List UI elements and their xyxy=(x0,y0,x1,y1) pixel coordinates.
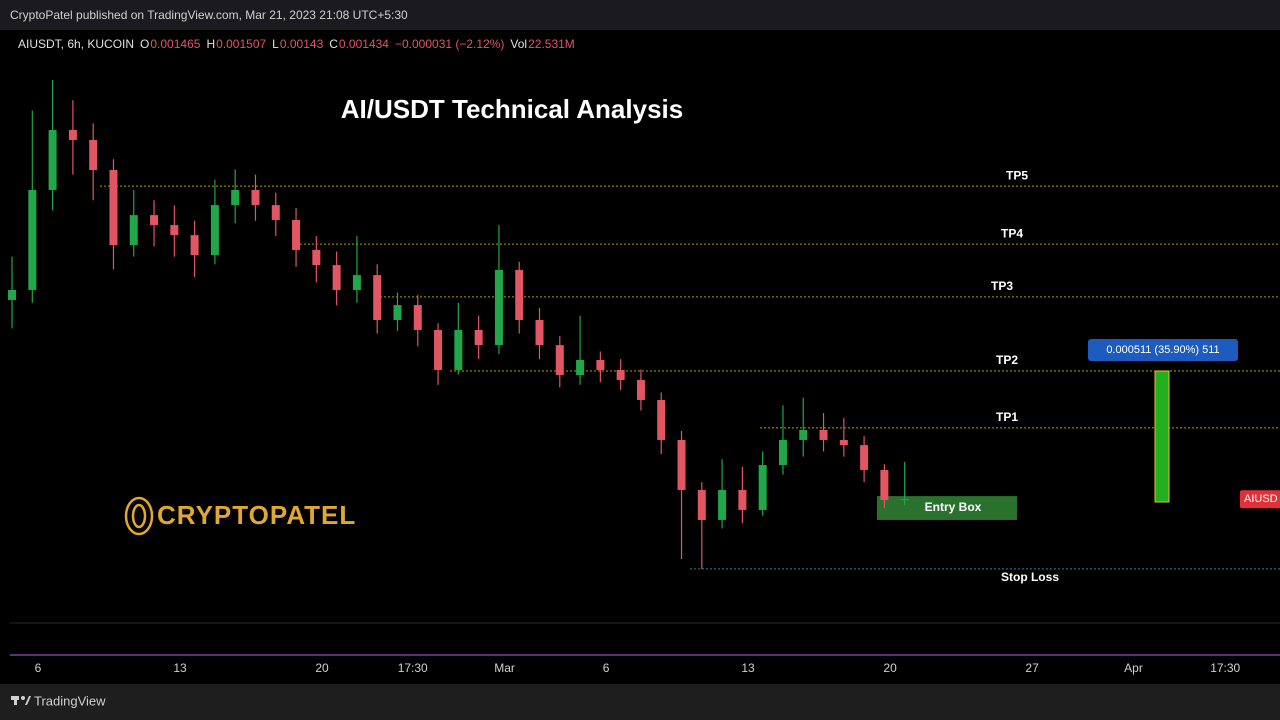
candle-body xyxy=(636,379,645,400)
x-tick-label: 13 xyxy=(741,661,755,675)
legend-item: 22.531M xyxy=(528,37,575,51)
header-bar xyxy=(0,0,1280,30)
watermark: CRYPTOPATEL xyxy=(157,500,356,530)
x-tick-label: Apr xyxy=(1124,661,1143,675)
candle-body xyxy=(251,189,260,206)
candle-body xyxy=(616,369,625,380)
candle-body xyxy=(799,429,808,440)
legend-item: 0.001465 xyxy=(150,37,200,51)
candle-body xyxy=(657,399,666,440)
candle-body xyxy=(494,269,503,346)
x-tick-label: 27 xyxy=(1025,661,1039,675)
candle-body xyxy=(515,269,524,320)
candle-body xyxy=(758,465,767,510)
candle-body xyxy=(454,329,463,370)
legend-item: H xyxy=(206,37,215,51)
candle-body xyxy=(210,205,219,256)
x-tick-label: 17:30 xyxy=(1210,661,1240,675)
candle-body xyxy=(900,499,909,501)
candle-body xyxy=(434,329,443,370)
x-tick-label: 6 xyxy=(603,661,610,675)
header-text: CryptoPatel published on TradingView.com… xyxy=(10,8,408,22)
candle-body xyxy=(535,319,544,346)
candle-body xyxy=(474,329,483,346)
legend-item: L xyxy=(272,37,279,51)
entry-box-label: Entry Box xyxy=(925,500,982,514)
legend-item: 0.00143 xyxy=(280,37,324,51)
measure-label-bg xyxy=(1088,338,1238,361)
candle-body xyxy=(393,305,402,320)
x-tick-label: 6 xyxy=(35,661,42,675)
candle-body xyxy=(596,359,605,370)
candle-body xyxy=(373,275,382,320)
legend-item: Vol xyxy=(510,37,527,51)
candle-body xyxy=(312,249,321,266)
level-label: Stop Loss xyxy=(1001,570,1059,584)
candle-body xyxy=(332,265,341,290)
candle-body xyxy=(697,489,706,520)
candle-body xyxy=(150,215,159,226)
measure-label: 0.000511 (35.90%) 511 xyxy=(1106,344,1219,356)
candle-body xyxy=(860,445,869,470)
legend-item: O xyxy=(140,37,149,51)
candle-body xyxy=(68,129,77,140)
candle-body xyxy=(576,359,585,376)
legend-item: 0.001507 xyxy=(216,37,266,51)
x-tick-label: Mar xyxy=(494,661,515,675)
candle-body xyxy=(129,215,138,246)
legend-item: AIUSDT, 6h, KUCOIN xyxy=(18,37,134,51)
candle-body xyxy=(677,439,686,490)
entry-box xyxy=(877,496,1017,520)
measure-bar xyxy=(1154,370,1170,503)
candle-body xyxy=(271,205,280,220)
legend-item: C xyxy=(329,37,338,51)
x-tick-label: 17:30 xyxy=(398,661,428,675)
candle-body xyxy=(170,225,179,236)
candle-body xyxy=(778,439,787,466)
candle-body xyxy=(352,275,361,290)
footer-bar xyxy=(0,684,1280,720)
level-label: TP3 xyxy=(991,279,1013,293)
watermark-logo xyxy=(124,496,154,536)
level-label: TP5 xyxy=(1006,168,1028,182)
price-tag: AIUSD xyxy=(1244,493,1278,505)
candle-body xyxy=(718,489,727,520)
chart-title: AI/USDT Technical Analysis xyxy=(341,94,683,124)
candle-body xyxy=(738,489,747,510)
price-tag-bg xyxy=(1240,490,1280,509)
candle-body xyxy=(89,139,98,170)
level-label: TP1 xyxy=(996,410,1018,424)
candle-body xyxy=(880,469,889,500)
level-label: TP2 xyxy=(996,353,1018,367)
candle-body xyxy=(839,439,848,446)
candle-body xyxy=(413,305,422,330)
x-tick-label: 20 xyxy=(883,661,897,675)
ohlc-legend: AIUSDT, 6h, KUCOIN O 0.001465 H 0.001507 L 0.0… xyxy=(18,37,575,51)
x-tick-label: 13 xyxy=(173,661,187,675)
candle-body xyxy=(819,429,828,440)
footer-text: TradingView xyxy=(34,693,106,708)
candle-body xyxy=(48,129,57,190)
x-tick-label: 20 xyxy=(315,661,329,675)
legend-item: −0.000031 (−2.12%) xyxy=(395,37,504,51)
candle-body xyxy=(555,345,564,376)
candle-body xyxy=(8,289,17,300)
candle-body xyxy=(190,235,199,256)
candle-body xyxy=(28,189,37,290)
legend-item: 0.001434 xyxy=(339,37,389,51)
level-label: TP4 xyxy=(1001,226,1023,240)
tv-logo xyxy=(11,696,31,705)
candle-body xyxy=(109,169,118,246)
candle-body xyxy=(292,219,301,250)
candle-body xyxy=(231,189,240,206)
